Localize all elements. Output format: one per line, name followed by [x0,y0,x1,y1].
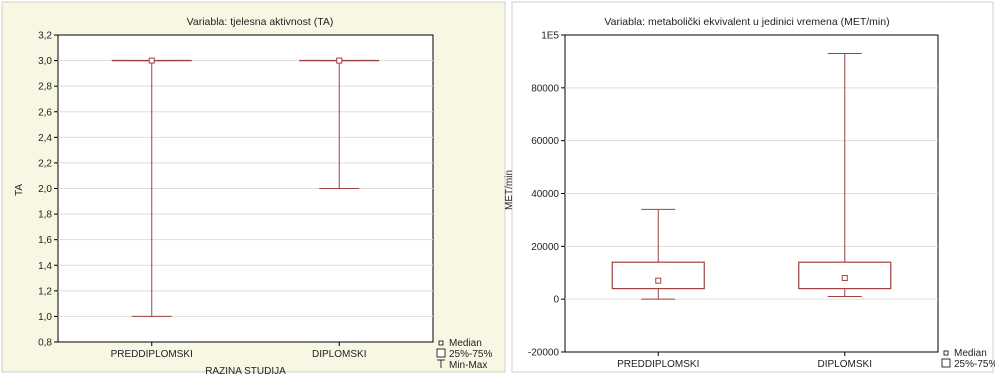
y-tick-label: 0 [553,295,559,306]
legend-box-symbol [436,348,446,358]
legend-box-symbol [941,358,951,368]
median-marker [655,277,662,284]
y-tick-label: 3,0 [38,56,52,67]
x-tick-label: PREDDIPLOMSKI [617,359,699,370]
chart-panel-1: 0,8 1,0 1,2 1,4 1,6 1,8 2,0 2,2 2,4 2,6 2,8 3,0 3,2 P… [1,1,506,377]
y-tick-label: 2,2 [38,158,52,169]
y-tick-label: 0,8 [38,338,52,349]
chart-panel-2: -20000 0 20000 40000 60000 80000 1E5 PREDDIPLOM… [504,1,995,373]
chart-title: Variabla: tjelesna aktivnost (TA) [187,16,334,28]
x-axis-label: RAZINA STUDIJA [205,366,286,375]
y-tick-label: 3,2 [38,31,52,42]
x-tick-label: DIPLOMSKI [818,359,872,370]
y-tick-label: 1,4 [38,261,52,272]
y-tick-label: 80000 [531,83,559,94]
box-iqr [798,261,892,290]
legend-label: 25%-75% [954,359,995,370]
chart-title: Variabla: metabolički ekvivalent u jedin… [604,16,889,28]
legend-label: Median [954,348,987,359]
y-tick-label: 2,4 [38,133,52,144]
legend-label: Median [449,338,482,349]
y-tick-label: 2,0 [38,184,52,195]
x-tick-label: DIPLOMSKI [312,349,366,360]
y-tick-label: 2,6 [38,107,52,118]
legend-label: 25%-75% [449,349,492,360]
y-axis-label: TA [14,184,25,196]
y-tick-label: 40000 [531,189,559,200]
y-tick-label: 2,8 [38,82,52,93]
median-marker [336,57,343,64]
y-tick-label: 1E5 [541,31,559,42]
legend-median-symbol [943,350,949,356]
y-tick-label: 60000 [531,136,559,147]
median-marker [148,57,155,64]
y-axis-label: MET/min [504,170,515,210]
legend-median-symbol [438,340,444,346]
y-tick-label: 20000 [531,242,559,253]
y-tick-label: 1,0 [38,312,52,323]
y-tick-label: 1,6 [38,235,52,246]
y-tick-label: 1,8 [38,210,52,221]
legend-label: Min-Max [449,360,487,371]
y-tick-label: 1,2 [38,286,52,297]
y-tick-label: -20000 [528,348,560,359]
box-iqr [611,261,705,290]
median-marker [841,275,848,282]
x-tick-label: PREDDIPLOMSKI [111,349,193,360]
